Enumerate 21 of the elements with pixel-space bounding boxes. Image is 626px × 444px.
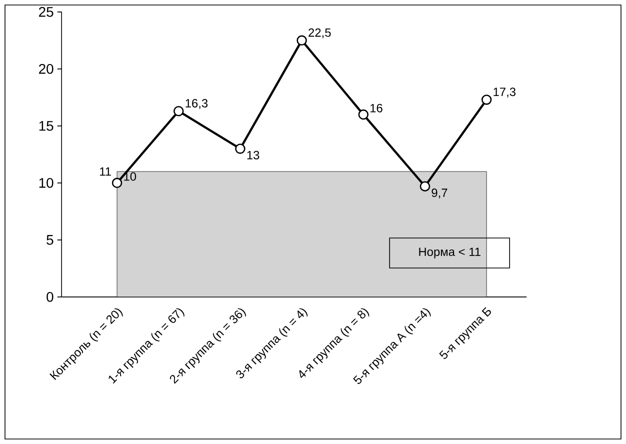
point [173, 106, 184, 116]
data-label: 16,3 [186, 99, 208, 109]
y-tick-label: 10 [39, 178, 54, 188]
y-tick-label: 5 [46, 235, 54, 245]
point [481, 94, 492, 105]
y-tick-label: 20 [39, 64, 54, 74]
data-label: 9,7 [432, 188, 448, 198]
point [235, 144, 246, 154]
data-label: 13 [247, 150, 260, 160]
point [112, 178, 122, 188]
data-label: 22,5 [308, 28, 331, 38]
data-label: 16 [370, 104, 382, 112]
band-label: Норма < 11 [419, 248, 480, 258]
point [420, 181, 430, 192]
y-tick-label: 25 [39, 6, 54, 17]
text: 11 [100, 167, 111, 176]
data-label: 17,3 [494, 88, 516, 98]
y-tick-label: 0 [46, 292, 54, 302]
point [358, 109, 369, 120]
y-tick-label: 15 [39, 121, 54, 131]
point [296, 35, 307, 46]
